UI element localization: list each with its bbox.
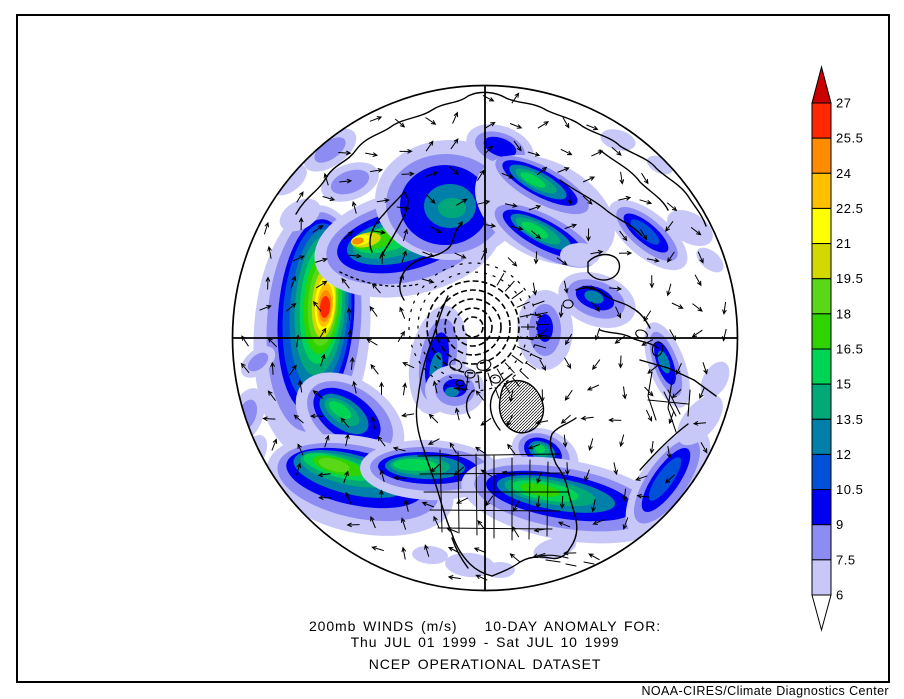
colorbar-segment [811, 278, 832, 315]
anomaly-region [521, 221, 549, 239]
colorbar-tick-label: 9 [836, 517, 844, 532]
colorbar-over-arrow [811, 65, 832, 104]
hudson-bay [489, 373, 513, 431]
colorbar-tick-label: 10.5 [836, 482, 863, 497]
colorbar-segment [811, 348, 832, 385]
anomaly-region [677, 394, 723, 446]
new-england-coast [549, 417, 577, 465]
anomaly-region [667, 209, 713, 247]
anomaly-region [535, 444, 545, 454]
anomaly-region [600, 129, 636, 151]
colorbar-segment [811, 559, 832, 596]
anomaly-region [584, 290, 604, 304]
anomaly-region [483, 136, 517, 158]
colorbar-tick-label: 12 [836, 447, 851, 462]
colorbar-tick-label: 16.5 [836, 342, 863, 357]
asia-border [559, 179, 643, 237]
siberia-coast [295, 91, 707, 227]
colorbar: 27 25.5 24 22.5 21 19.5 18 16.5 15 13.5 12 10.5 9 7.5… [811, 65, 863, 632]
colorbar-segment [811, 418, 832, 455]
africa-coast [639, 359, 717, 397]
anomaly-region [445, 552, 495, 578]
colorbar-tick-label: 21 [836, 236, 851, 251]
british-isles [562, 299, 574, 309]
anomaly-region [520, 172, 546, 188]
anomaly-region [485, 562, 515, 578]
colorbar-tick-label: 15 [836, 377, 851, 392]
anomaly-region [314, 137, 346, 163]
baja [451, 537, 469, 569]
asia-border-2 [599, 149, 669, 211]
kamchatka [369, 191, 409, 259]
greenland [498, 379, 545, 434]
anomaly-region [319, 296, 331, 318]
pole-vector-spiral [408, 262, 549, 399]
colorbar-segment [811, 102, 832, 139]
anomaly-region [328, 401, 352, 419]
anomaly-region [318, 457, 350, 473]
colorbar-tick-label: 25.5 [836, 131, 863, 146]
anomaly-region [445, 387, 459, 397]
anomaly-region [330, 169, 370, 195]
colorbar-segment [811, 313, 832, 350]
chart-title-line2: Thu JUL 01 1999 - Sat JUL 10 1999 [350, 634, 620, 650]
colorbar-tick-label: 27 [836, 96, 851, 111]
wind-vector-arrows [240, 92, 727, 581]
colorbar-under-arrow [811, 594, 832, 632]
colorbar-segment [811, 172, 832, 209]
gulf-east-coast [491, 463, 578, 577]
anomaly-region [247, 352, 269, 372]
arctic-archipelago [449, 359, 501, 387]
colorbar-segment [811, 207, 832, 245]
anomaly-region [393, 458, 437, 472]
colorbar-segment [811, 524, 832, 561]
colorbar-tick-label: 22.5 [836, 201, 863, 216]
anomaly-region [696, 247, 724, 273]
aleutian-islands [339, 271, 421, 287]
colorbar-tick-label: 24 [836, 166, 851, 181]
colorbar-tick-label: 7.5 [836, 552, 856, 567]
colorbar-tick-label: 6 [836, 588, 844, 603]
colorbar-tick-label: 18 [836, 306, 851, 321]
colorbar-segment [811, 453, 832, 491]
africa-west-coast [639, 423, 689, 471]
attribution-text: NOAA-CIRES/Climate Diagnostics Center [641, 684, 889, 698]
anomaly-region [648, 457, 682, 501]
colorbar-tick-label: 13.5 [836, 412, 863, 427]
anomaly-region [438, 198, 466, 218]
caribbean-islands [539, 554, 609, 569]
colorbar-tick-label: 19.5 [836, 271, 863, 286]
chart-title-line1: 200mb WINDS (m/s) 10-DAY ANOMALY FOR: [308, 618, 662, 634]
us-state-borders [417, 449, 569, 541]
country-borders [647, 371, 691, 433]
hemisphere-boundary [231, 84, 739, 592]
scandinavia [587, 253, 621, 281]
colorbar-segment [811, 489, 832, 526]
colorbar-segment [811, 137, 832, 174]
plot-frame [16, 14, 890, 683]
canada-coast [465, 389, 475, 419]
colorbar-segment [811, 383, 832, 420]
anomaly-region [630, 219, 660, 245]
anomaly-region [279, 198, 321, 232]
anomaly-region [412, 545, 448, 565]
anomaly-region [352, 237, 364, 245]
colorbar-segment [811, 243, 832, 280]
chart-title-line3: NCEP OPERATIONAL DATASET [368, 656, 602, 672]
